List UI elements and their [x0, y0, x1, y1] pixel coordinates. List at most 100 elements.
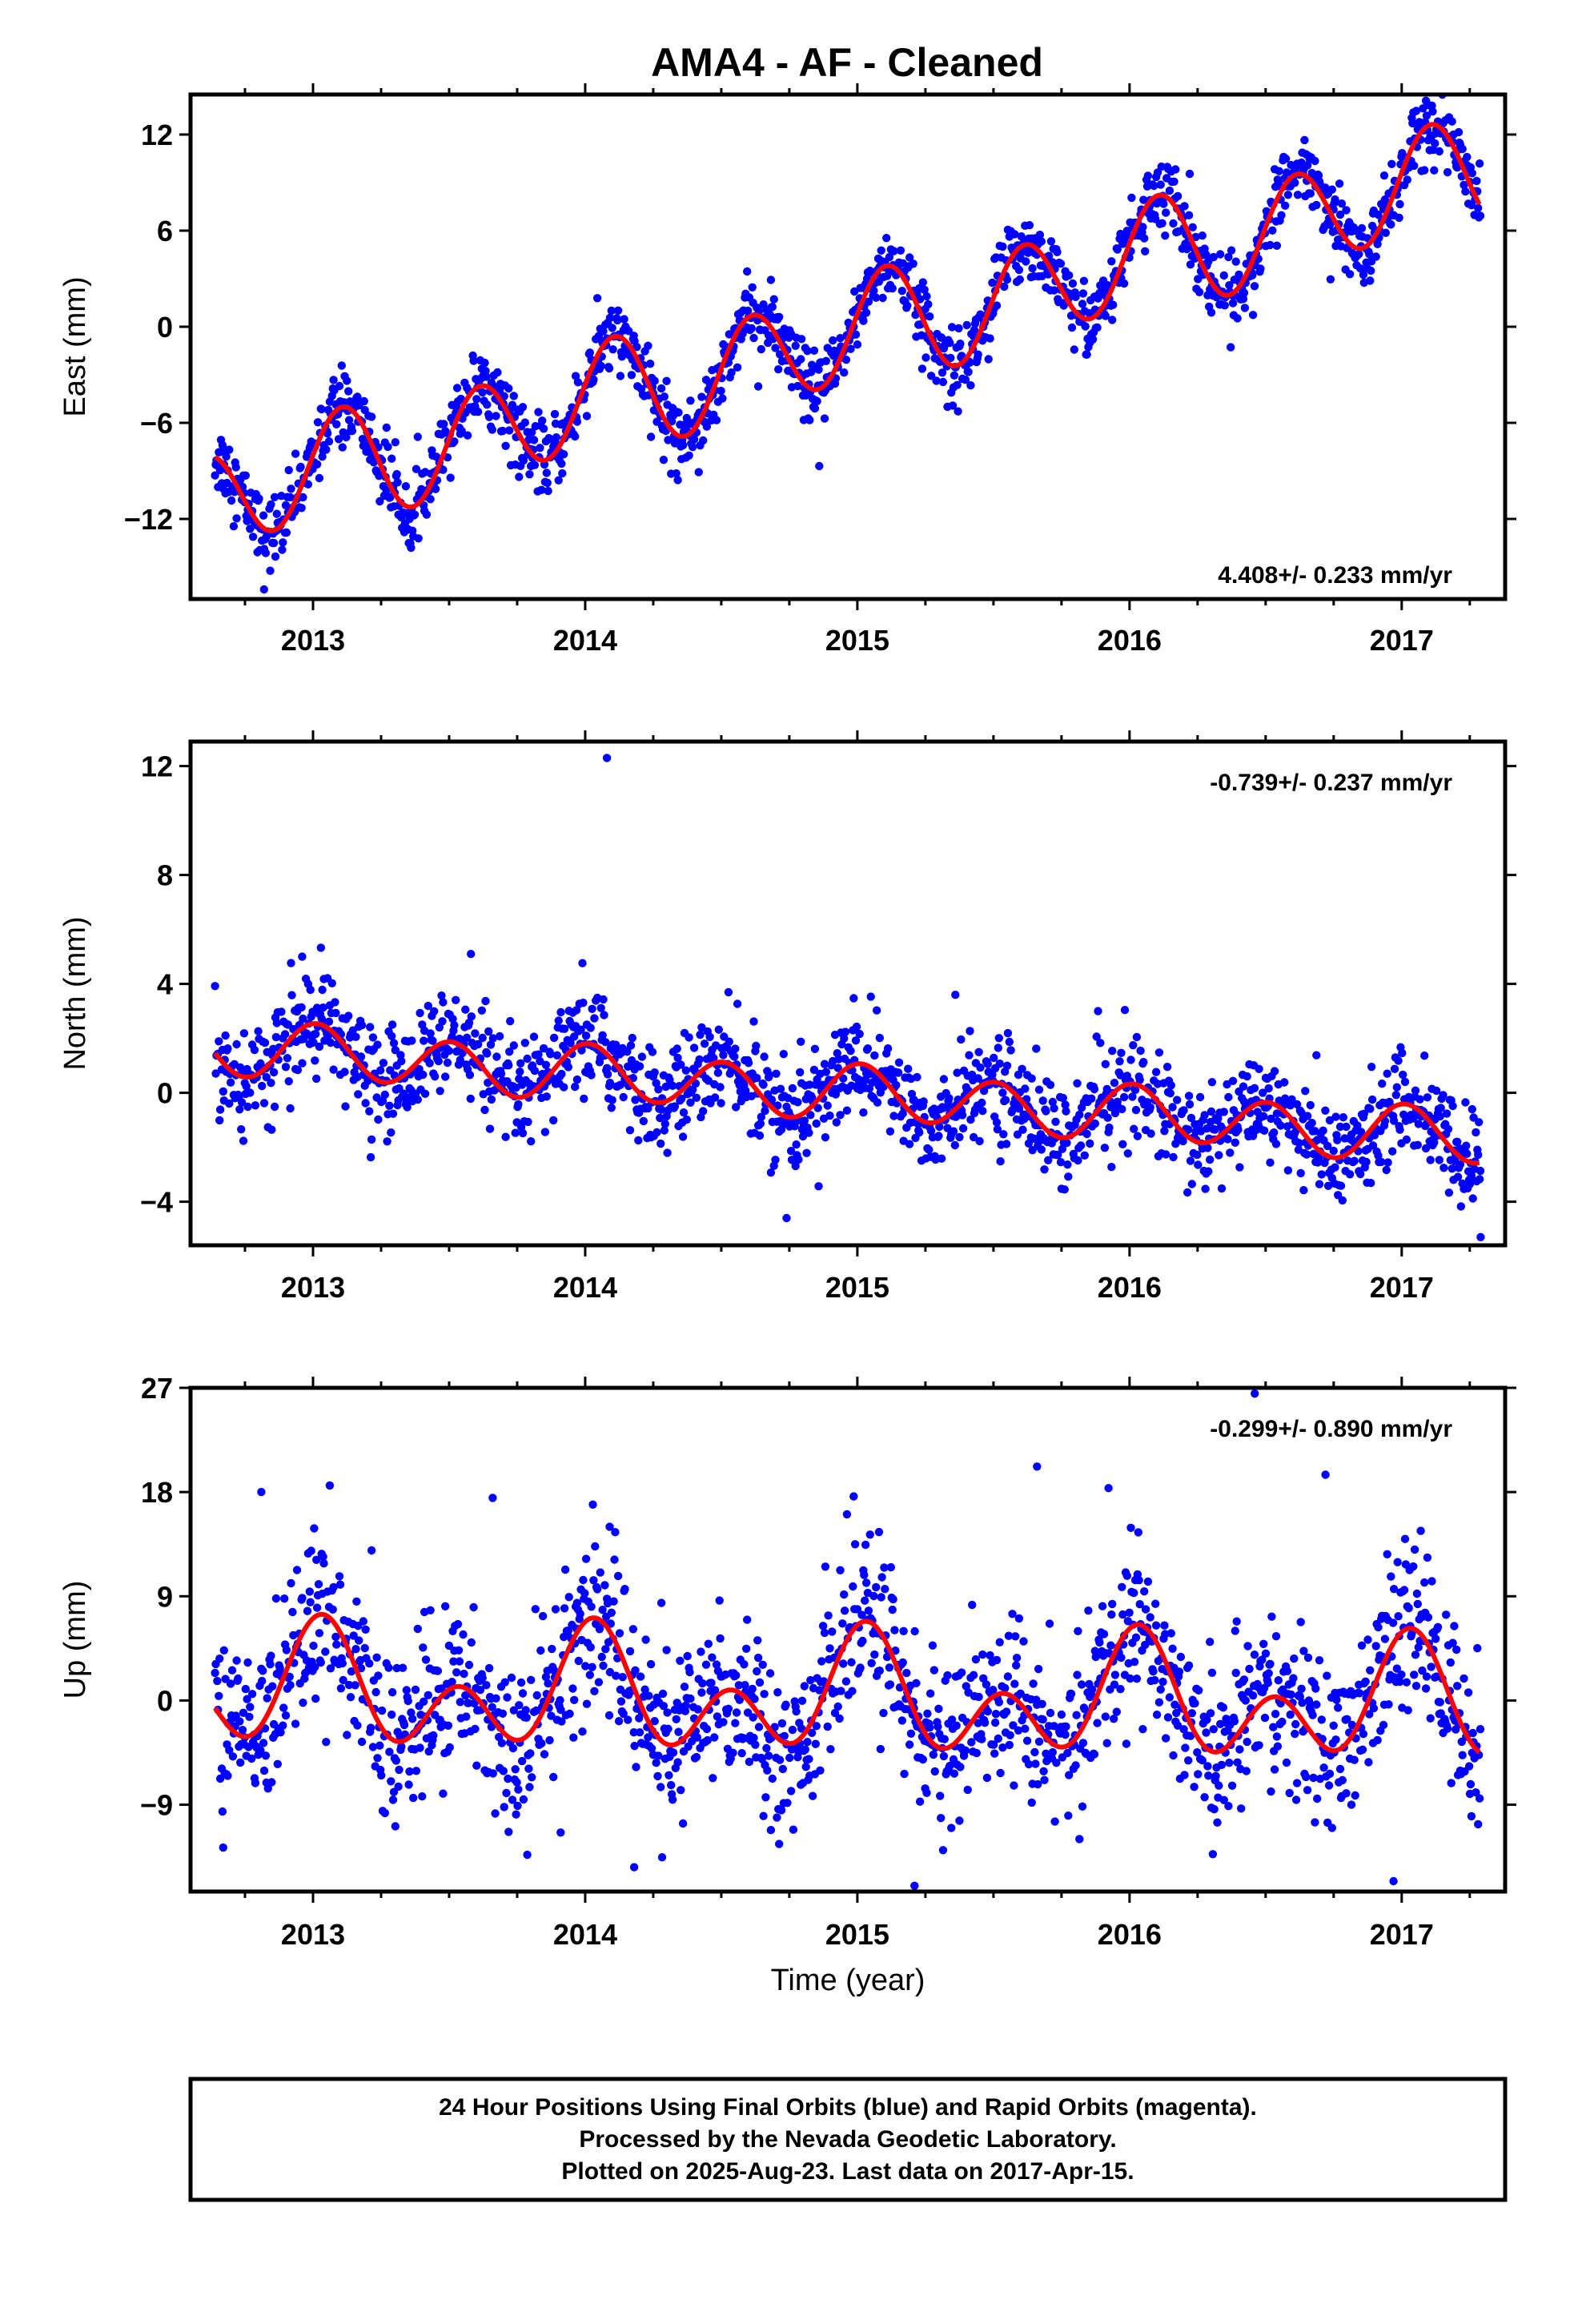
data-point [859, 1108, 868, 1117]
data-point [507, 1673, 516, 1683]
data-point [590, 1687, 599, 1695]
data-point [730, 1052, 739, 1061]
data-point [1209, 252, 1219, 262]
data-point [836, 334, 845, 343]
data-point [315, 1042, 324, 1051]
data-point [1411, 1682, 1421, 1691]
data-point [441, 1602, 450, 1611]
y-axis-label: Up (mm) [58, 1581, 92, 1699]
data-point [685, 451, 693, 460]
data-point [389, 1039, 399, 1047]
data-point [431, 1072, 440, 1081]
data-point [347, 1667, 356, 1676]
data-point [276, 1728, 285, 1737]
data-point [974, 1692, 983, 1702]
data-point [893, 1068, 903, 1077]
data-point [329, 1582, 338, 1592]
data-point [351, 1032, 360, 1042]
data-point [1343, 1715, 1351, 1723]
data-point [597, 1652, 606, 1662]
data-point [532, 1706, 540, 1715]
data-point [588, 1663, 596, 1671]
data-point [1312, 200, 1321, 210]
data-point [1416, 1526, 1425, 1535]
data-point [605, 1079, 615, 1088]
data-point [235, 1717, 244, 1726]
data-point [1225, 281, 1234, 290]
data-point [391, 438, 400, 447]
data-point [1170, 177, 1178, 186]
data-point [1467, 1811, 1476, 1821]
data-point-outlier [605, 1522, 614, 1531]
data-point [1393, 1558, 1402, 1566]
data-point [346, 1693, 355, 1702]
data-point [699, 436, 708, 445]
data-point [1361, 1677, 1370, 1686]
data-point [1463, 152, 1472, 162]
data-point [506, 1017, 515, 1026]
data-point [613, 1571, 623, 1581]
footer-box: 24 Hour Positions Using Final Orbits (bl… [188, 2077, 1508, 2202]
data-point [864, 1606, 873, 1615]
data-point [725, 1037, 733, 1046]
data-point [1291, 1795, 1301, 1804]
data-point [1191, 1699, 1199, 1708]
data-point [1264, 1084, 1273, 1093]
data-point [537, 1739, 546, 1748]
data-point [905, 1140, 914, 1148]
data-point [599, 327, 608, 336]
data-point [652, 1759, 661, 1767]
data-point [518, 1689, 528, 1698]
data-point [1235, 270, 1243, 279]
data-point [524, 1117, 532, 1127]
data-point [1394, 1612, 1403, 1621]
data-point [766, 275, 776, 284]
data-point [424, 1747, 433, 1756]
data-point [697, 392, 706, 401]
data-point [1046, 1080, 1055, 1089]
data-point [387, 1688, 397, 1697]
data-point [1210, 1805, 1219, 1814]
x-tick-label: 2017 [1370, 1271, 1434, 1304]
data-point [1173, 1721, 1182, 1730]
data-point [969, 1132, 978, 1142]
data-point [511, 1128, 520, 1137]
data-point [1008, 1610, 1017, 1618]
data-point [791, 341, 800, 350]
data-point [443, 1058, 452, 1068]
data-point [328, 1605, 337, 1614]
data-point [329, 376, 338, 384]
data-point [1132, 1675, 1142, 1683]
data-point [1053, 247, 1062, 256]
data-point [716, 1634, 725, 1643]
data-point [1084, 1606, 1093, 1615]
data-point [355, 1636, 363, 1645]
data-point [660, 392, 669, 401]
axes-frame [188, 1385, 1508, 1894]
data-point [618, 1673, 627, 1682]
data-point [1243, 1642, 1252, 1651]
data-point [1078, 300, 1087, 308]
data-point [279, 538, 287, 547]
x-tick-label: 2014 [553, 1918, 617, 1951]
data-point [719, 1051, 728, 1059]
data-point [732, 1708, 741, 1717]
data-point [589, 375, 598, 384]
data-point [1439, 1164, 1448, 1172]
data-point [605, 313, 615, 323]
data-point [947, 1823, 956, 1832]
data-point [1178, 1136, 1187, 1146]
data-point [600, 1011, 608, 1019]
data-point [1001, 1096, 1010, 1104]
data-point [1066, 1689, 1076, 1699]
data-point [953, 1068, 962, 1077]
data-point [376, 1066, 385, 1075]
data-point [594, 1678, 604, 1687]
data-point [303, 480, 313, 489]
data-point [685, 1667, 694, 1677]
data-point [449, 1657, 458, 1666]
data-point [1436, 1104, 1445, 1112]
data-point [246, 1703, 255, 1711]
data-point [771, 344, 780, 352]
data-point [342, 432, 351, 442]
